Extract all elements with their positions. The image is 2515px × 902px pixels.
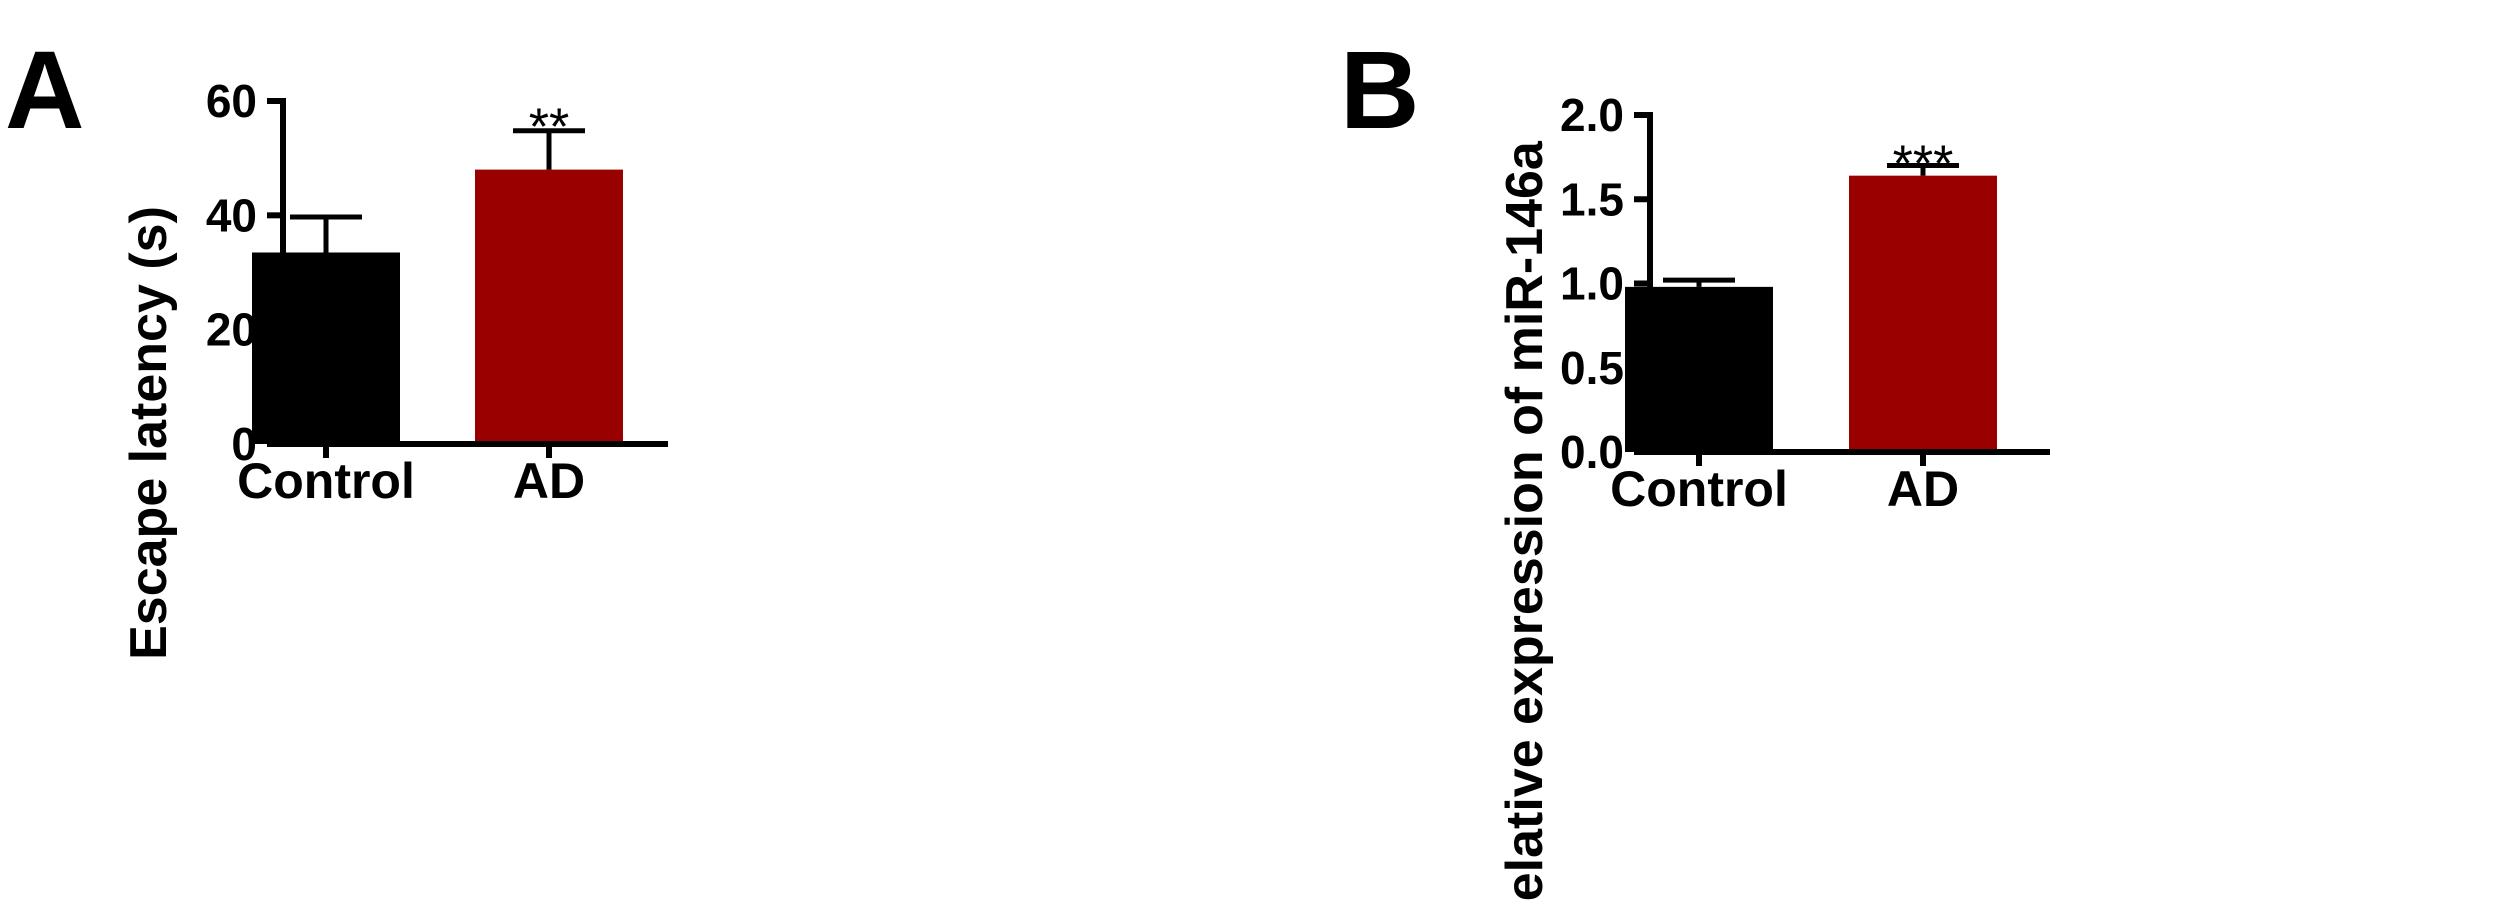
panel-b-significance-ad: *** (1893, 136, 1954, 194)
panel-a: A Escape latency (s) Control ** AD 0 20 40 60 (5, 29, 668, 660)
panel-a-y-tick-label: 60 (206, 75, 257, 127)
panel-a-bar-control (252, 252, 400, 444)
panel-b-y-tick-label: 2.0 (1560, 89, 1624, 141)
panel-a-y-tick-label: 0 (231, 418, 257, 470)
panel-b-letter: B (1340, 29, 1419, 152)
panel-b-bar-ad (1849, 175, 1997, 452)
panel-a-y-tick-label: 20 (206, 304, 257, 356)
panel-b-y-axis-title: Relative expression of miR-146a (1496, 140, 1554, 902)
panel-a-y-tick-label: 40 (206, 189, 257, 241)
panel-a-y-axis-title: Escape latency (s) (120, 206, 178, 660)
panel-b: B Relative expression of miR-146a Contro… (1340, 29, 2050, 902)
panel-a-letter: A (5, 29, 84, 152)
panel-a-significance-ad: ** (529, 99, 569, 157)
panel-b-category-label: AD (1887, 461, 1959, 517)
panel-b-y-tick-label: 1.5 (1560, 173, 1624, 225)
panel-b-y-tick-label: 0.0 (1560, 426, 1624, 478)
panel-b-category-label: Control (1610, 461, 1788, 517)
panel-b-y-tick-label: 1.0 (1560, 258, 1624, 310)
panel-a-bar-ad (475, 169, 623, 444)
panel-a-category-label: Control (237, 453, 415, 509)
panel-b-y-tick-label: 0.5 (1560, 342, 1624, 394)
panel-a-category-label: AD (513, 453, 585, 509)
